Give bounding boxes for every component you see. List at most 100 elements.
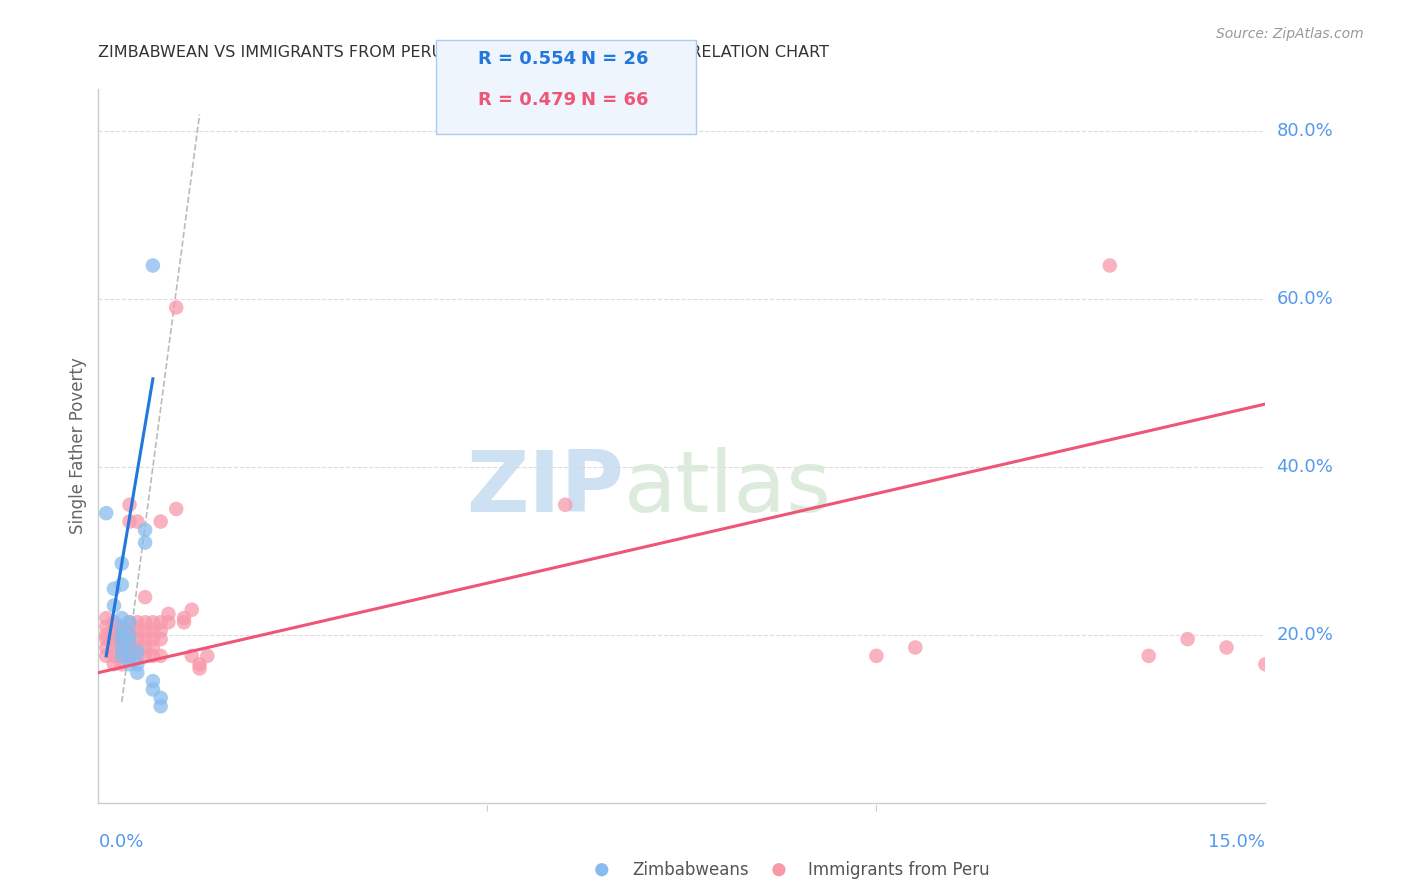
Point: [96, 632, 118, 646]
Point: [127, 515, 149, 529]
Point: [103, 615, 125, 630]
Point: [118, 636, 141, 650]
Text: 60.0%: 60.0%: [1277, 290, 1333, 308]
Point: [118, 624, 141, 638]
Point: [111, 577, 134, 591]
Point: [111, 632, 134, 646]
Point: [118, 632, 141, 646]
Point: [111, 619, 134, 633]
Text: Source: ZipAtlas.com: Source: ZipAtlas.com: [1216, 27, 1364, 41]
Point: [127, 632, 149, 646]
Point: [173, 615, 195, 630]
Point: [554, 498, 576, 512]
Point: [142, 624, 165, 638]
Point: [180, 603, 202, 617]
Point: [1098, 259, 1121, 273]
Point: [188, 657, 211, 672]
Point: [103, 657, 125, 672]
Text: ZIMBABWEAN VS IMMIGRANTS FROM PERU SINGLE FATHER POVERTY CORRELATION CHART: ZIMBABWEAN VS IMMIGRANTS FROM PERU SINGL…: [98, 45, 830, 60]
Point: [103, 632, 125, 646]
Text: Zimbabweans: Zimbabweans: [633, 861, 749, 879]
Point: [111, 657, 134, 672]
Point: [157, 615, 180, 630]
Point: [149, 690, 172, 705]
Point: [111, 611, 134, 625]
Point: [1177, 632, 1199, 646]
Text: R = 0.479: R = 0.479: [478, 91, 576, 109]
Text: ZIP: ZIP: [465, 447, 624, 531]
Text: 80.0%: 80.0%: [1277, 122, 1333, 140]
Text: 15.0%: 15.0%: [1208, 833, 1265, 851]
Point: [118, 615, 141, 630]
Point: [103, 640, 125, 655]
Point: [149, 615, 172, 630]
Text: 40.0%: 40.0%: [1277, 458, 1333, 476]
Point: [103, 619, 125, 633]
Point: [134, 640, 156, 655]
Point: [149, 699, 172, 714]
Point: [127, 665, 149, 680]
Point: [134, 523, 156, 537]
Text: 0.0%: 0.0%: [98, 833, 143, 851]
Point: [96, 640, 118, 655]
Point: [111, 640, 134, 655]
Point: [1137, 648, 1160, 663]
Point: [904, 640, 927, 655]
Point: [157, 607, 180, 621]
Point: [111, 628, 134, 642]
Point: [118, 648, 141, 663]
Point: [96, 648, 118, 663]
Point: [142, 648, 165, 663]
Point: [768, 863, 790, 877]
Point: [134, 632, 156, 646]
Point: [449, 52, 471, 67]
Point: [111, 648, 134, 663]
Point: [142, 632, 165, 646]
Point: [149, 632, 172, 646]
Text: R = 0.554: R = 0.554: [478, 50, 576, 69]
Point: [111, 648, 134, 663]
Point: [103, 582, 125, 596]
Point: [111, 640, 134, 655]
Point: [134, 648, 156, 663]
Point: [103, 628, 125, 642]
Point: [1254, 657, 1277, 672]
Point: [142, 640, 165, 655]
Point: [127, 645, 149, 659]
Text: N = 26: N = 26: [581, 50, 648, 69]
Point: [165, 502, 187, 516]
Point: [118, 657, 141, 672]
Text: Immigrants from Peru: Immigrants from Peru: [808, 861, 990, 879]
Point: [96, 619, 118, 633]
Point: [111, 628, 134, 642]
Point: [96, 628, 118, 642]
Point: [165, 301, 187, 315]
Point: [188, 661, 211, 675]
Point: [865, 648, 887, 663]
Point: [127, 624, 149, 638]
Point: [127, 615, 149, 630]
Text: N = 66: N = 66: [581, 91, 648, 109]
Point: [142, 259, 165, 273]
Point: [118, 648, 141, 663]
Point: [118, 498, 141, 512]
Point: [134, 624, 156, 638]
Point: [173, 611, 195, 625]
Point: [127, 657, 149, 672]
Point: [96, 611, 118, 625]
Point: [111, 557, 134, 571]
Point: [118, 515, 141, 529]
Point: [103, 648, 125, 663]
Point: [449, 93, 471, 107]
Point: [591, 863, 613, 877]
Point: [118, 628, 141, 642]
Point: [111, 632, 134, 646]
Point: [127, 648, 149, 663]
Point: [180, 648, 202, 663]
Point: [149, 648, 172, 663]
Point: [142, 674, 165, 689]
Point: [149, 624, 172, 638]
Point: [149, 515, 172, 529]
Point: [134, 590, 156, 604]
Text: 20.0%: 20.0%: [1277, 626, 1333, 644]
